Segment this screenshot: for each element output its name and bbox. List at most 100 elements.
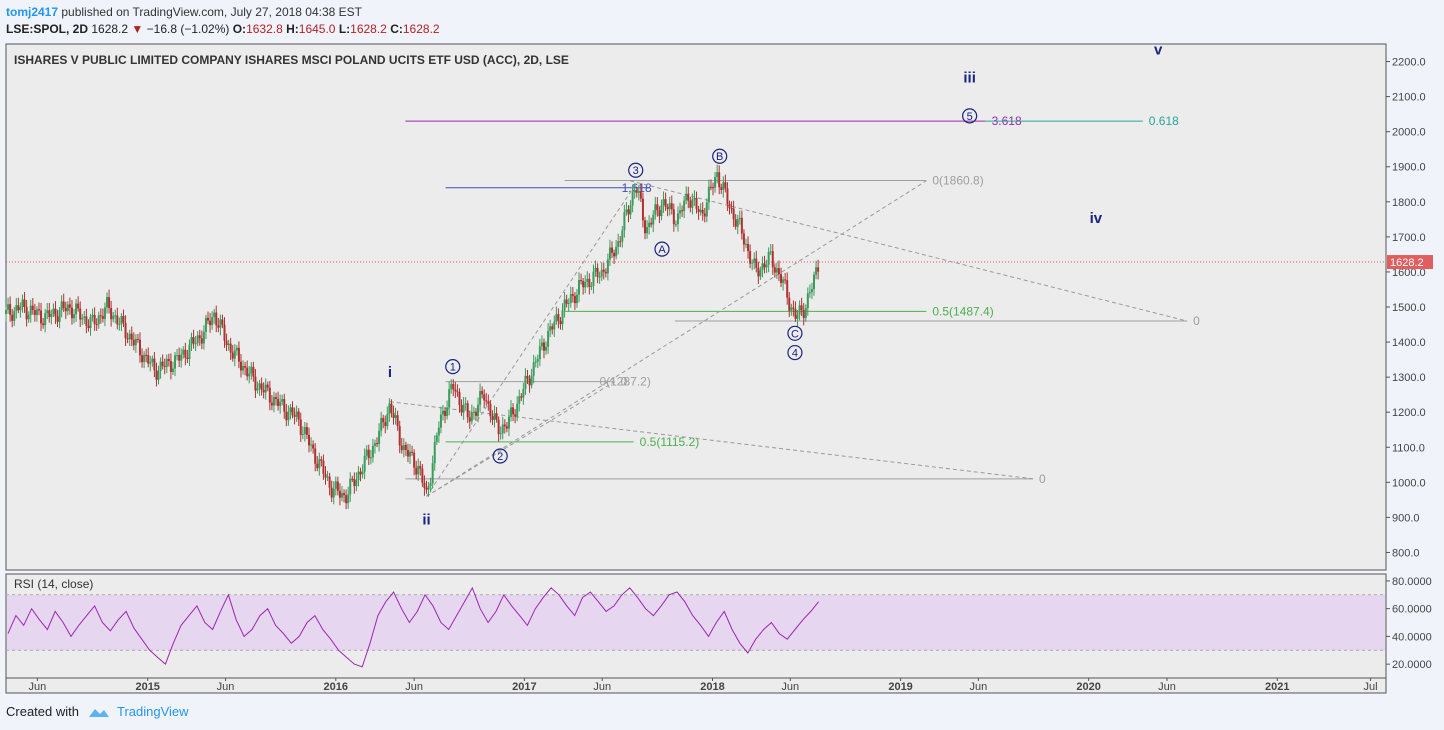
candle-body [580,280,583,282]
candle-body [575,294,578,304]
candle-body [285,411,288,421]
candle-body [765,264,768,268]
candle-body [676,213,679,225]
candle-body [474,412,477,416]
candle-body [563,299,566,311]
y-tick-label: 1700.0 [1392,232,1426,244]
candle-body [27,314,30,320]
low-value: 1628.2 [350,22,387,36]
candle-body [697,208,700,213]
chart-canvas[interactable]: 2200.02100.02000.01900.01800.01700.01600… [0,42,1444,694]
fib-level-label: 0 [1039,472,1046,486]
candle-body [773,267,776,273]
candle-body [472,412,475,414]
candle-body [518,396,521,404]
candle-body [639,191,642,199]
candle-body [165,358,168,368]
candle-body [171,368,174,372]
candle-body [17,305,20,311]
y-tick-label: 1200.0 [1392,407,1426,419]
candle-body [151,358,154,363]
y-tick-label: 1800.0 [1392,197,1426,209]
candle-body [804,308,807,319]
down-arrow-icon: ▼ [131,22,144,36]
candle-body [9,304,12,315]
candle-body [538,346,541,360]
candle-body [817,267,820,272]
candle-body [547,330,550,347]
candle-body [70,307,73,319]
candle-body [411,451,414,453]
candle-body [244,365,247,368]
candle-body [118,323,121,325]
candle-body [641,198,644,221]
candle-body [540,342,543,347]
candle-body [338,490,341,498]
candle-body [656,204,659,211]
candle-body [60,301,63,311]
candle-body [703,213,706,217]
candle-body [623,212,626,231]
candle-body [326,476,329,478]
candle-body [724,182,727,189]
candle-body [50,314,53,318]
candle-body [734,219,737,227]
candle-body [660,205,663,217]
candle-body [398,426,401,446]
candle-body [25,306,28,320]
candle-body [270,402,273,406]
candle-body [287,412,290,421]
candle-body [813,274,816,290]
candle-body [182,349,185,355]
wave-label-i: i [388,364,392,381]
candle-body [31,305,34,311]
x-tick-label: 2021 [1265,681,1289,693]
candle-body [35,309,38,316]
candle-body [652,214,655,225]
candle-body [361,471,364,475]
rsi-line [7,586,819,668]
candle-body [431,463,434,484]
candle-body [674,224,677,226]
price-label: 1628.2 [91,22,129,36]
rsi-title: RSI (14, close) [14,577,93,591]
y-tick-label: 900.0 [1392,512,1420,524]
wave-circle-label-2: 2 [497,451,503,463]
candle-body [373,443,376,446]
candle-body [707,186,710,203]
candle-body [91,314,94,317]
open-value: 1632.8 [246,22,283,36]
candle-body [557,314,560,321]
wave-circle-1 [445,359,461,375]
candle-body [124,322,127,339]
candle-body [613,252,616,257]
candle-body [695,197,698,209]
candle-body [522,388,525,398]
candle-body [755,258,758,268]
candle-body [66,304,69,312]
candle-body [479,390,482,405]
chart-title: ISHARES V PUBLIC LIMITED COMPANY ISHARES… [14,53,569,67]
candle-body [128,333,131,340]
candle-body [740,217,743,234]
candle-body [396,415,399,427]
candle-body [450,383,453,390]
candle-body [122,316,125,323]
change-label: −16.8 (−1.02%) [146,22,230,36]
header: tomj2417 published on TradingView.com, J… [0,0,1444,42]
candle-body [738,217,741,220]
low-key: L: [338,22,351,36]
wave-label-v: v [1154,42,1163,59]
tradingview-link[interactable]: TradingView [116,704,189,719]
candle-body [437,427,440,436]
candle-body [283,399,286,412]
candle-body [275,397,278,399]
candle-body [526,375,529,379]
candle-body [174,355,177,369]
candle-body [448,389,451,408]
fib-level-label: 0.5(1115.2) [640,435,700,449]
author-link[interactable]: tomj2417 [6,5,59,19]
candle-body [85,316,88,326]
candle-body [662,199,665,206]
candle-body [429,483,432,486]
